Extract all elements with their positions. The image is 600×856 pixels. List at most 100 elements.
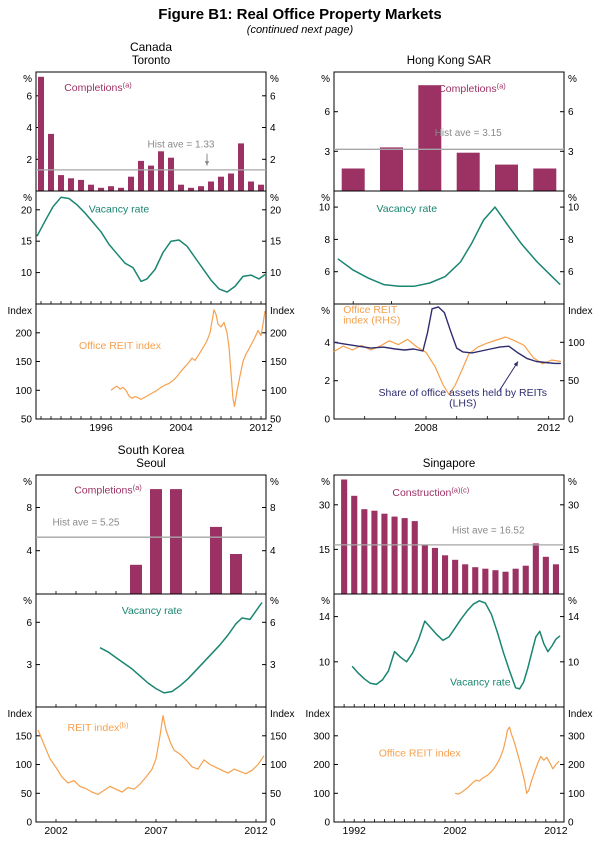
right-axis-unit: %: [568, 74, 577, 85]
vacancy-rate-label: Vacancy rate: [377, 203, 438, 215]
bar: [128, 176, 134, 191]
y-tick-label: 100: [270, 760, 287, 771]
office-reit-index-label: index (RHS): [343, 315, 400, 327]
completions-label: Completions(a): [438, 81, 506, 95]
y-tick-label: 0: [26, 818, 32, 829]
bar: [210, 526, 222, 594]
y-tick-label: 4: [270, 123, 276, 134]
completions-bars: [130, 489, 242, 594]
panel-singapore: Singapore 15 30 15 30%% Hist ave = 16.52 Cons…: [302, 443, 596, 840]
office-reit-index-line: [454, 726, 560, 795]
office-reit-index-line: [110, 309, 266, 407]
singapore-charts-svg: 15 30 15 30% % Hist ave = 16.52 Construction(a…: [306, 474, 592, 837]
y-tick-label: 0: [568, 415, 574, 426]
vacancy-rate-label: Vacancy rate: [450, 677, 511, 689]
bar: [68, 178, 74, 191]
x-axis-label: 2002: [44, 825, 68, 837]
bar: [418, 85, 442, 191]
bar: [118, 187, 124, 191]
y-tick-label: 6: [568, 107, 574, 118]
y-tick-label: 15: [319, 545, 331, 556]
right-axis-unit: Index: [270, 709, 294, 720]
bar: [341, 168, 365, 191]
y-tick-label: 6: [568, 267, 574, 278]
office-reit-index-label: Office REIT: [343, 304, 398, 316]
hist-ave-label: Hist ave = 5.25: [53, 517, 120, 528]
chart-frame: [333, 706, 565, 823]
bar: [178, 184, 184, 191]
y-tick-label: 4: [26, 546, 32, 557]
bar: [248, 181, 254, 191]
bar: [361, 509, 368, 594]
completions-bars: [341, 85, 557, 191]
y-tick-label: 15: [568, 545, 580, 556]
y-tick-label: 200: [270, 328, 287, 339]
y-tick-label: 14: [568, 612, 580, 623]
y-tick-label: 6: [324, 107, 330, 118]
chart-frame: [333, 593, 565, 708]
y-tick-label: 30: [319, 500, 331, 511]
chart-frame: [333, 190, 565, 305]
y-tick-label: 6: [26, 618, 32, 629]
bar: [381, 513, 388, 594]
panel-title: South Korea: [117, 443, 185, 457]
vacancy-rate-line: [337, 206, 561, 287]
y-tick-label: 100: [270, 386, 287, 397]
bar: [532, 543, 539, 594]
y-tick-label: 200: [15, 328, 32, 339]
y-tick-label: 100: [568, 338, 585, 349]
office-reit-index-line: [333, 336, 561, 396]
x-axis-label: 2008: [414, 422, 438, 434]
hist-ave-label: Hist ave = 16.52: [452, 526, 525, 537]
y-tick-label: 50: [21, 789, 33, 800]
bar: [130, 564, 142, 594]
x-axis-label: 2002: [443, 825, 467, 837]
figure-subtitle: (continued next page): [246, 24, 354, 36]
y-tick-label: 150: [270, 357, 287, 368]
y-tick-label: 4: [26, 123, 32, 134]
vacancy-rate-line: [99, 602, 263, 694]
bar: [258, 184, 264, 191]
vacancy-rate-line: [351, 600, 561, 690]
y-tick-label: 300: [568, 731, 585, 742]
y-tick-label: 30: [568, 500, 580, 511]
bar: [238, 143, 244, 191]
left-axis-unit: %: [23, 74, 32, 85]
y-tick-label: 10: [568, 657, 580, 668]
construction-label: Construction(a)(c): [392, 485, 469, 499]
y-tick-label: 3: [568, 147, 574, 158]
panel-subtitle: Seoul: [136, 458, 166, 470]
bar: [208, 181, 214, 191]
right-axis-unit: %: [270, 477, 279, 488]
y-tick-label: 0: [324, 818, 330, 829]
bar: [148, 165, 154, 191]
bar: [492, 570, 499, 594]
x-axis-label: 2012: [544, 825, 568, 837]
y-tick-label: 6: [324, 267, 330, 278]
left-axis-unit: %: [321, 596, 330, 607]
right-axis-unit: %: [568, 477, 577, 488]
y-tick-label: 10: [319, 203, 331, 214]
y-tick-label: 10: [21, 268, 33, 279]
bar: [88, 184, 94, 191]
right-axis-unit: %: [270, 193, 279, 204]
bar: [472, 567, 479, 594]
y-tick-label: 2: [26, 155, 32, 166]
bar: [170, 489, 182, 594]
y-tick-label: 50: [270, 415, 282, 426]
bar: [411, 521, 418, 594]
y-tick-label: 100: [568, 789, 585, 800]
right-axis-unit: Index: [270, 306, 294, 317]
panel-canada: Canada Toronto 2 4 6 2 4 6%% Hist ave = 1.33 Co…: [4, 40, 298, 437]
bar: [431, 547, 438, 594]
left-axis-unit: %: [321, 193, 330, 204]
bar: [198, 186, 204, 191]
hist-ave-label: Hist ave = 1.33: [148, 139, 215, 150]
y-tick-label: 0: [270, 818, 276, 829]
y-tick-label: 150: [15, 357, 32, 368]
y-tick-label: 50: [21, 415, 33, 426]
x-axis-label: 2012: [537, 422, 561, 434]
x-axis-label: 1996: [89, 422, 113, 434]
vacancy-rate-label: Vacancy rate: [122, 605, 183, 617]
y-tick-label: 8: [324, 235, 330, 246]
